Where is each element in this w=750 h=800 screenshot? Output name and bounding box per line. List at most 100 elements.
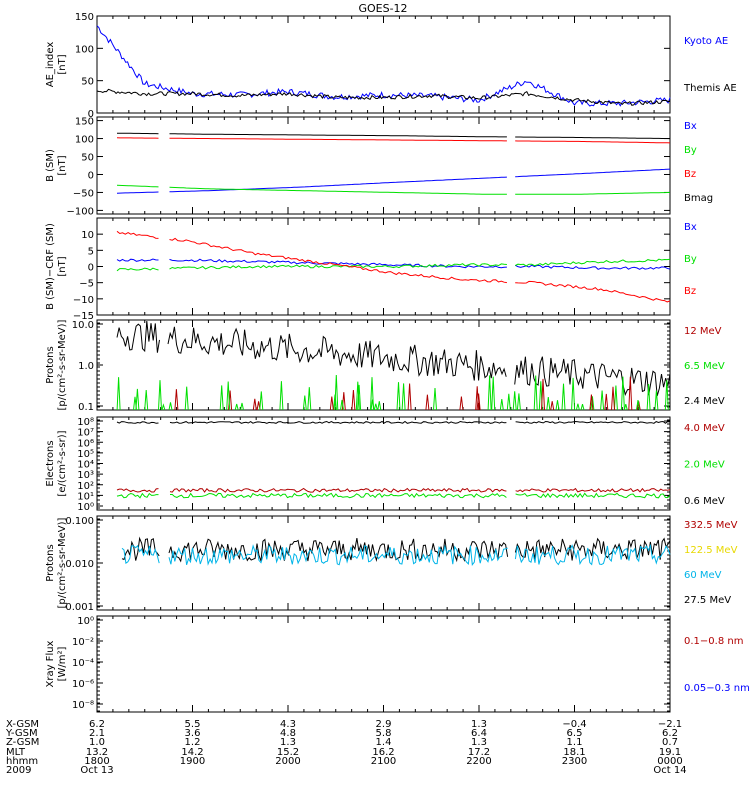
footer-cell: 13.2 <box>86 747 108 758</box>
panel-frame <box>96 15 671 114</box>
footer-cell: 1.3 <box>471 719 487 730</box>
legend-label: 332.5 MeV <box>684 520 738 531</box>
y-tick-label: −50 <box>73 188 94 199</box>
footer-row-label: 2009 <box>6 765 31 776</box>
legend-label: Kyoto AE <box>684 36 728 47</box>
series-line-bz <box>116 230 671 303</box>
spike-mark <box>329 396 334 411</box>
spike-mark <box>533 375 538 411</box>
spike-mark <box>620 376 625 411</box>
series-line-2-4-mev <box>116 320 671 397</box>
spike-mark <box>340 399 344 411</box>
spike-mark <box>116 377 121 411</box>
series-line-60-mev <box>121 543 671 566</box>
footer-cell: 2.1 <box>89 728 105 739</box>
legend-label: 12 MeV <box>684 326 722 337</box>
footer-cell: 18.1 <box>563 747 585 758</box>
panel-frame <box>96 615 671 713</box>
spike-mark <box>161 403 166 411</box>
spike-mark <box>370 377 374 411</box>
series-line-bz <box>116 137 671 144</box>
y-axis-label: [nT] <box>57 256 68 276</box>
footer-cell: −2.1 <box>658 719 682 730</box>
spike-mark <box>425 394 430 411</box>
footer-cell: 15.2 <box>277 747 299 758</box>
spike-mark <box>491 376 496 411</box>
footer-cell: 1.2 <box>185 737 201 748</box>
spike-mark <box>499 399 504 411</box>
spike-mark <box>613 385 618 411</box>
spike-mark <box>555 400 560 411</box>
spike-mark <box>351 389 356 411</box>
y-tick-label: 10.0 <box>72 320 94 331</box>
y-tick-label: 10⁷ <box>77 428 94 439</box>
spike-mark <box>654 390 659 411</box>
spike-mark <box>512 391 517 411</box>
spike-mark <box>226 381 231 411</box>
footer-cell: 6.5 <box>567 728 583 739</box>
spike-mark <box>561 383 566 411</box>
footer-cell: 1.4 <box>376 737 392 748</box>
panel-frame <box>96 319 671 411</box>
y-tick-label: 10⁰ <box>77 616 94 627</box>
series-line-bx <box>116 168 671 194</box>
legend-label: 60 MeV <box>684 570 722 581</box>
y-tick-label: 10⁻⁶ <box>72 679 94 690</box>
legend-label: 0.6 MeV <box>684 496 725 507</box>
spike-mark <box>302 395 307 411</box>
legend-label: Bz <box>684 286 696 297</box>
y-tick-label: 0.1 <box>78 402 94 413</box>
y-tick-label: 0 <box>88 170 94 181</box>
y-tick-label: −100 <box>67 206 94 217</box>
legend-label: Bmag <box>684 193 713 204</box>
y-tick-label: 150 <box>75 117 94 128</box>
footer-cell: 4.8 <box>280 728 296 739</box>
spike-mark <box>611 386 615 411</box>
panel-1: 0 50 100 150 AE_index [nT] Kyoto AE Themis AE <box>45 12 737 120</box>
spike-mark <box>580 403 585 411</box>
y-axis-label: Protons <box>45 544 56 581</box>
y-tick-label: 0 <box>88 263 94 274</box>
spike-mark <box>600 390 605 411</box>
footer-cell: 0.7 <box>662 737 678 748</box>
y-tick-label: 10² <box>77 481 94 492</box>
spike-mark <box>240 402 244 411</box>
footer-cell: 2100 <box>371 756 396 767</box>
chart-title: GOES-12 <box>358 2 407 15</box>
spike-mark <box>646 383 651 411</box>
y-axis-label: B (SM)−CRF (SM) <box>45 223 56 310</box>
spike-mark <box>628 376 633 411</box>
spike-mark <box>459 396 464 411</box>
spike-mark <box>590 396 595 411</box>
y-tick-label: 10⁻⁴ <box>72 658 94 669</box>
footer-cell: 1.3 <box>280 737 296 748</box>
spike-mark <box>133 396 137 411</box>
series-line-bmag <box>117 132 671 140</box>
spike-mark <box>571 377 576 411</box>
y-axis-label: [nT] <box>57 54 68 74</box>
spike-mark <box>184 386 189 411</box>
footer-cell: 14.2 <box>181 747 203 758</box>
spike-mark <box>623 403 628 411</box>
spike-mark <box>135 388 140 411</box>
spike-mark <box>433 387 437 411</box>
y-axis-label: AE_index <box>45 42 56 88</box>
footer-cell: 17.2 <box>468 747 490 758</box>
footer-cell: 2300 <box>562 756 587 767</box>
y-tick-label: 50 <box>81 77 94 88</box>
y-tick-label: 100 <box>75 44 94 55</box>
y-tick-label: 10 <box>81 230 94 241</box>
footer-cell: 0000 <box>657 756 682 767</box>
legend-label: Themis AE <box>683 83 737 94</box>
y-tick-label: 10⁴ <box>77 460 94 471</box>
footer-cell: 6.2 <box>662 728 678 739</box>
series-line-2-0-mev <box>116 492 671 499</box>
y-axis-label: Protons <box>45 346 56 383</box>
legend-label: Bx <box>684 222 697 233</box>
panel-3: −15 −10 −5 0 5 10 B (SM)−CRF (SM) [nT] Bx By Bz <box>45 217 697 322</box>
spike-mark <box>575 403 580 411</box>
series-line-by <box>116 184 671 195</box>
panel-frame <box>96 515 671 611</box>
spike-mark <box>144 390 149 411</box>
